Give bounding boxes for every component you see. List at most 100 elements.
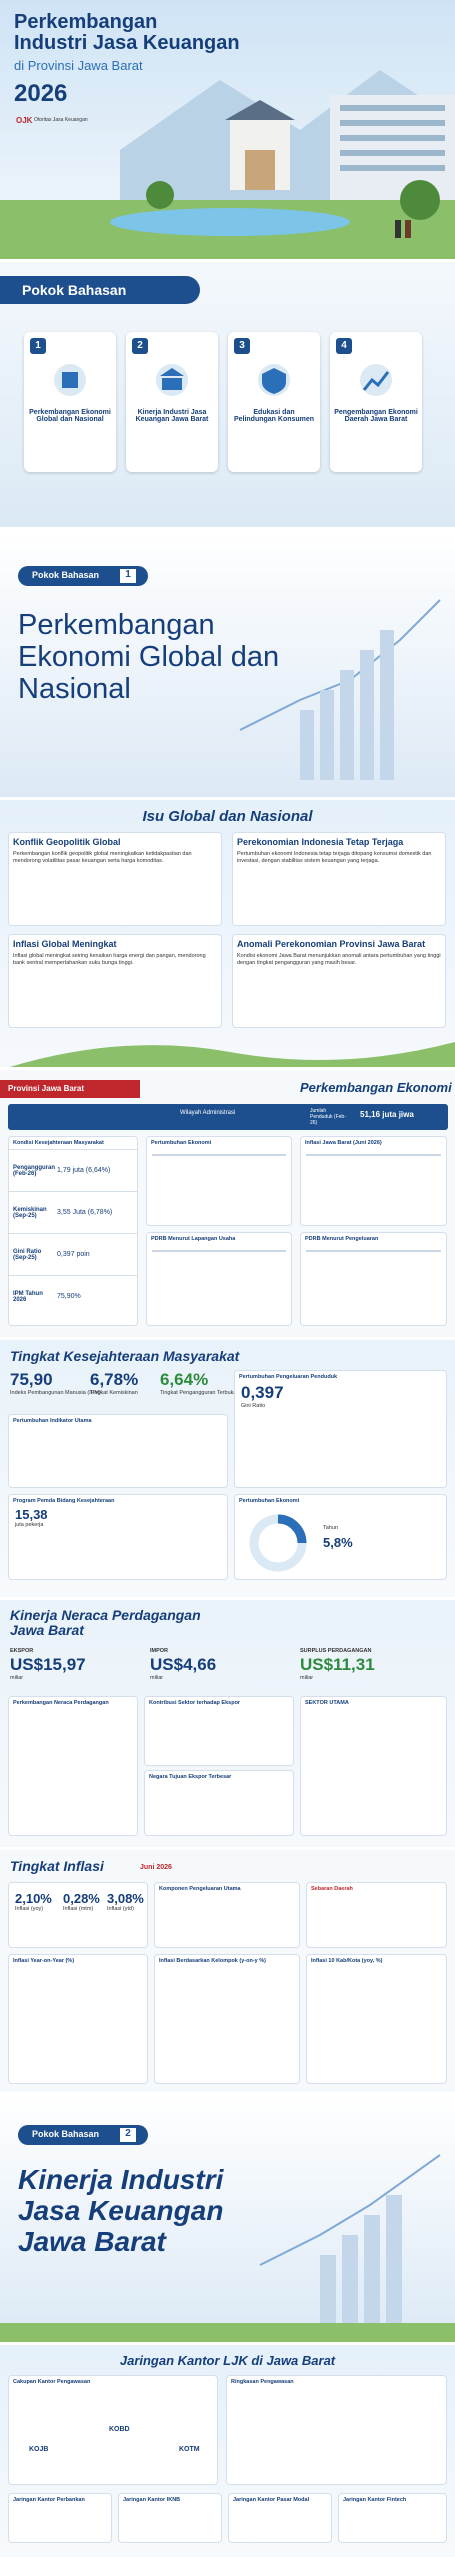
issues-title: Isu Global dan Nasional — [142, 808, 313, 825]
text: Tingkat Kemiskinan — [90, 1390, 138, 1396]
issue-box: Anomali Perekonomian Provinsi Jawa Barat… — [232, 934, 446, 1028]
economy-title: Perkembangan Ekonomi — [300, 1080, 452, 1095]
text: Pertumbuhan ekonomi Indonesia tetap terj… — [237, 851, 432, 865]
kpi-box: 2,10% Inflasi (yoy) 0,28% Inflasi (mtm) 3,… — [8, 1882, 148, 1948]
issue-box: Konflik Geopolitik Global Perkembangan ko… — [8, 832, 222, 926]
inflation-title: Tingkat Inflasi — [10, 1858, 104, 1874]
cover-title: Perkembangan Industri Jasa Keuangan — [14, 12, 240, 54]
text: 5,8% — [323, 1535, 353, 1550]
text: Inflasi 10 Kab/Kota (yoy, %) — [311, 1958, 383, 1964]
text: Pengangguran (Feb-26) — [13, 1164, 56, 1177]
panel: Negara Tujuan Ekspor Terbesar — [144, 1770, 294, 1836]
section-number: 2 — [120, 2128, 136, 2142]
text: Kinerja Industri Jasa Keuangan Jawa Bara… — [135, 409, 209, 423]
text: Gini Ratio — [241, 1403, 266, 1409]
text: 15,38 — [15, 1507, 48, 1522]
text: Industri Jasa Keuangan — [14, 32, 240, 54]
text: 6,78% — [90, 1370, 139, 1389]
text: Inflasi global meningkat seiring kenaika… — [13, 953, 206, 967]
period: Juni 2026 — [140, 1864, 172, 1871]
org-name: Otoritas Jasa Keuangan — [34, 117, 88, 123]
text: Jaringan Kantor Perbankan — [13, 2497, 85, 2503]
panel: Inflasi Jawa Barat (Juni 2026) — [300, 1136, 447, 1226]
text: Perkembangan — [14, 11, 158, 33]
text: 0,28% — [63, 1891, 100, 1906]
panel: Jaringan Kantor Perbankan — [8, 2493, 112, 2543]
trade-title: Kinerja Neraca Perdagangan Jawa Barat — [10, 1607, 201, 1639]
region: Provinsi Jawa Barat — [8, 1084, 85, 1093]
section-tag: Pokok Bahasan — [32, 570, 100, 580]
panel: Pertumbuhan Pengeluaran Penduduk 0,397 Gin… — [234, 1370, 447, 1488]
text: Inflasi (yoy) — [15, 1906, 44, 1912]
text: 2 — [132, 338, 148, 354]
welfare: Tingkat Kesejahteraan Masyarakat 75,90 In… — [0, 1340, 455, 1600]
text: juta pekerja — [15, 1522, 44, 1528]
text: Pertumbuhan Ekonomi — [239, 1498, 300, 1504]
text: Inflasi (mtm) — [63, 1906, 94, 1912]
text: IPM Tahun 2026 — [13, 1290, 43, 1303]
section-title: Perkembangan Ekonomi Global dan Nasional — [18, 609, 280, 705]
text: Negara Tujuan Ekspor Terbesar — [149, 1774, 232, 1780]
welfare-table: Kondisi Kesejahteraan Masyarakat Pengang… — [8, 1136, 138, 1326]
text: SEKTOR UTAMA — [305, 1700, 349, 1706]
section-number: 1 — [120, 569, 136, 583]
panel: Perkembangan Neraca Perdagangan — [8, 1696, 138, 1836]
text: Jaringan Kantor Fintech — [343, 2497, 407, 2503]
text: US$11,31 — [300, 1655, 375, 1675]
text: Inflasi (ytd) — [107, 1906, 134, 1912]
agenda-card: 2 Kinerja Industri Jasa Keuangan Jawa Bar… — [126, 332, 218, 472]
text: 2,10% — [15, 1891, 52, 1906]
pop-label: Jumlah Penduduk (Feb-26) — [310, 1108, 346, 1126]
panel: PDRB Menurut Pengeluaran — [300, 1232, 447, 1326]
text: Kondisi ekonomi Jawa Barat menunjukkan a… — [237, 953, 441, 967]
panel: Pertumbuhan Indikator Utama — [8, 1414, 228, 1488]
text: Perkembangan konflik geopolitik global m… — [13, 851, 192, 865]
text: KOJB — [29, 2446, 49, 2453]
cover-illustration — [0, 70, 455, 259]
text: 0,397 — [241, 1383, 284, 1402]
panel: Jaringan Kantor Pasar Modal — [228, 2493, 332, 2543]
text: Konflik Geopolitik Global — [13, 837, 121, 847]
panel: Ringkasan Pengawasan — [226, 2375, 447, 2485]
text: KOBD — [109, 2426, 130, 2433]
text: US$15,97 — [10, 1655, 86, 1675]
text: 3 — [234, 338, 250, 354]
text: Komponen Pengeluaran Utama — [159, 1886, 241, 1892]
cover-year: 2026 — [14, 80, 68, 107]
section-tag: Pokok Bahasan — [32, 2129, 100, 2139]
text: Inflasi Jawa Barat (Juni 2026) — [305, 1140, 382, 1146]
text: PDRB Menurut Pengeluaran — [305, 1236, 379, 1242]
text: Kondisi Kesejahteraan Masyarakat — [13, 1140, 104, 1146]
panel: Program Pemda Bidang Kesejahteraan 15,38 j… — [8, 1494, 228, 1580]
text: Gini Ratio (Sep-25) — [13, 1248, 42, 1261]
text: IMPOR — [150, 1648, 169, 1654]
logo: OJK — [16, 116, 33, 125]
cover: Perkembangan Industri Jasa Keuangan di Pr… — [0, 0, 455, 262]
cover-subtitle: di Provinsi Jawa Barat — [14, 58, 143, 73]
text: KOTM — [179, 2446, 200, 2453]
text: 3,08% — [107, 1891, 144, 1906]
panel: Jaringan Kantor Fintech — [338, 2493, 447, 2543]
inflation: Tingkat Inflasi Juni 2026 2,10% Inflasi (… — [0, 1850, 455, 2095]
text: Kontribusi Sektor terhadap Ekspor — [149, 1700, 241, 1706]
text: miliar — [300, 1675, 314, 1682]
section-title: Kinerja Industri Jasa Keuangan Jawa Bara… — [18, 2164, 224, 2257]
text: Perkembangan Neraca Perdagangan — [13, 1700, 109, 1706]
panel: Komponen Pengeluaran Utama — [154, 1882, 300, 1948]
panel: SEKTOR UTAMA — [300, 1696, 447, 1836]
agenda-title: Pokok Bahasan — [22, 282, 127, 298]
admin-label: Wilayah Administrasi — [180, 1110, 236, 1116]
section-divider: Pokok Bahasan 1 Perkembangan Ekonomi Glo… — [0, 530, 455, 800]
text: PDRB Menurut Lapangan Usaha — [151, 1236, 236, 1242]
panel: Inflasi 10 Kab/Kota (yoy, %) — [306, 1954, 447, 2084]
text: Inflasi Global Meningkat — [13, 939, 117, 949]
text: Anomali Perekonomian Provinsi Jawa Barat — [237, 939, 426, 949]
text: Pengembangan Ekonomi Daerah Jawa Barat — [334, 409, 418, 423]
pop-value: 51,16 juta jiwa — [360, 1110, 414, 1119]
text: Inflasi Year-on-Year (%) — [13, 1958, 75, 1964]
network: Jaringan Kantor LJK di Jawa Barat Cakupa… — [0, 2345, 455, 2560]
text: Tingkat Pengangguran Terbuka — [160, 1390, 237, 1396]
panel: Inflasi Year-on-Year (%) — [8, 1954, 148, 2084]
text: SURPLUS PERDAGANGAN — [300, 1648, 372, 1654]
text: Pertumbuhan Pengeluaran Penduduk — [239, 1374, 338, 1380]
